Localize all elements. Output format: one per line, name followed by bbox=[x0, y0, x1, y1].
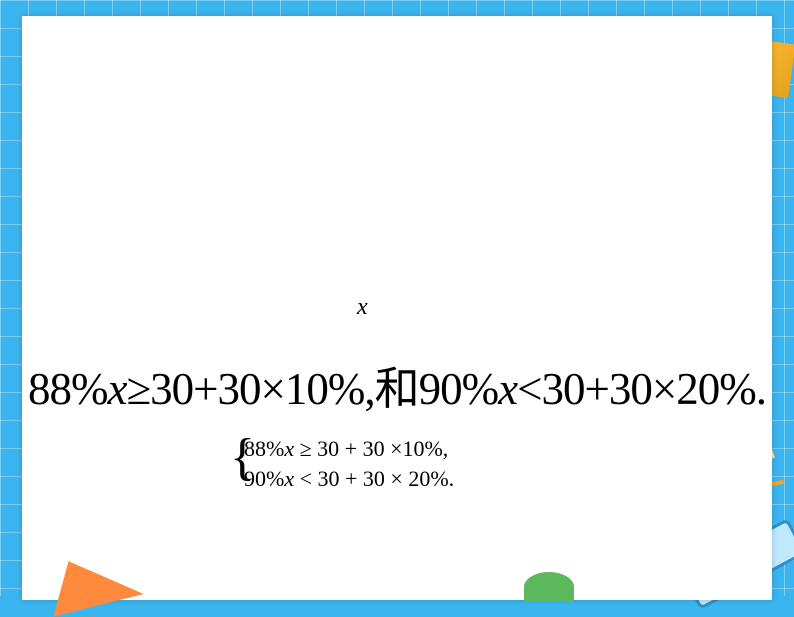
eq-part-seg3: <30+30×20%. bbox=[517, 364, 766, 414]
system-line-1: 88%x ≥ 30 + 30 ×10%, bbox=[244, 434, 454, 464]
left-brace-icon: { bbox=[230, 432, 255, 484]
eq-part-x1: x bbox=[107, 364, 126, 414]
system-line-2: 90%x < 30 + 30 × 20%. bbox=[244, 464, 454, 494]
eq-part-prefix: 88 bbox=[28, 364, 71, 414]
equation-system: { 88%x ≥ 30 + 30 ×10%, 90%x < 30 + 30 × … bbox=[244, 434, 454, 494]
main-equation-line: 88%x≥30+30×10%,和90%x<30+30×20%. bbox=[22, 352, 772, 417]
variable-x: x bbox=[357, 294, 368, 321]
eq-part-x2: x bbox=[498, 364, 517, 414]
content-sheet: x 88%x≥30+30×10%,和90%x<30+30×20%. { 88%x… bbox=[22, 16, 772, 600]
eq-part-cjk: 和 bbox=[375, 364, 419, 414]
eq-part-pct1: % bbox=[71, 364, 108, 414]
eq-part-seg1: ≥30+30×10%, bbox=[126, 364, 374, 414]
sys2-x: x bbox=[284, 466, 294, 491]
sys1-x: x bbox=[284, 436, 294, 461]
eq-part-seg2: 90% bbox=[419, 364, 499, 414]
green-shape-icon bbox=[524, 572, 574, 602]
sys1-b: ≥ 30 + 30 ×10%, bbox=[294, 436, 448, 461]
sys2-b: < 30 + 30 × 20%. bbox=[294, 466, 454, 491]
